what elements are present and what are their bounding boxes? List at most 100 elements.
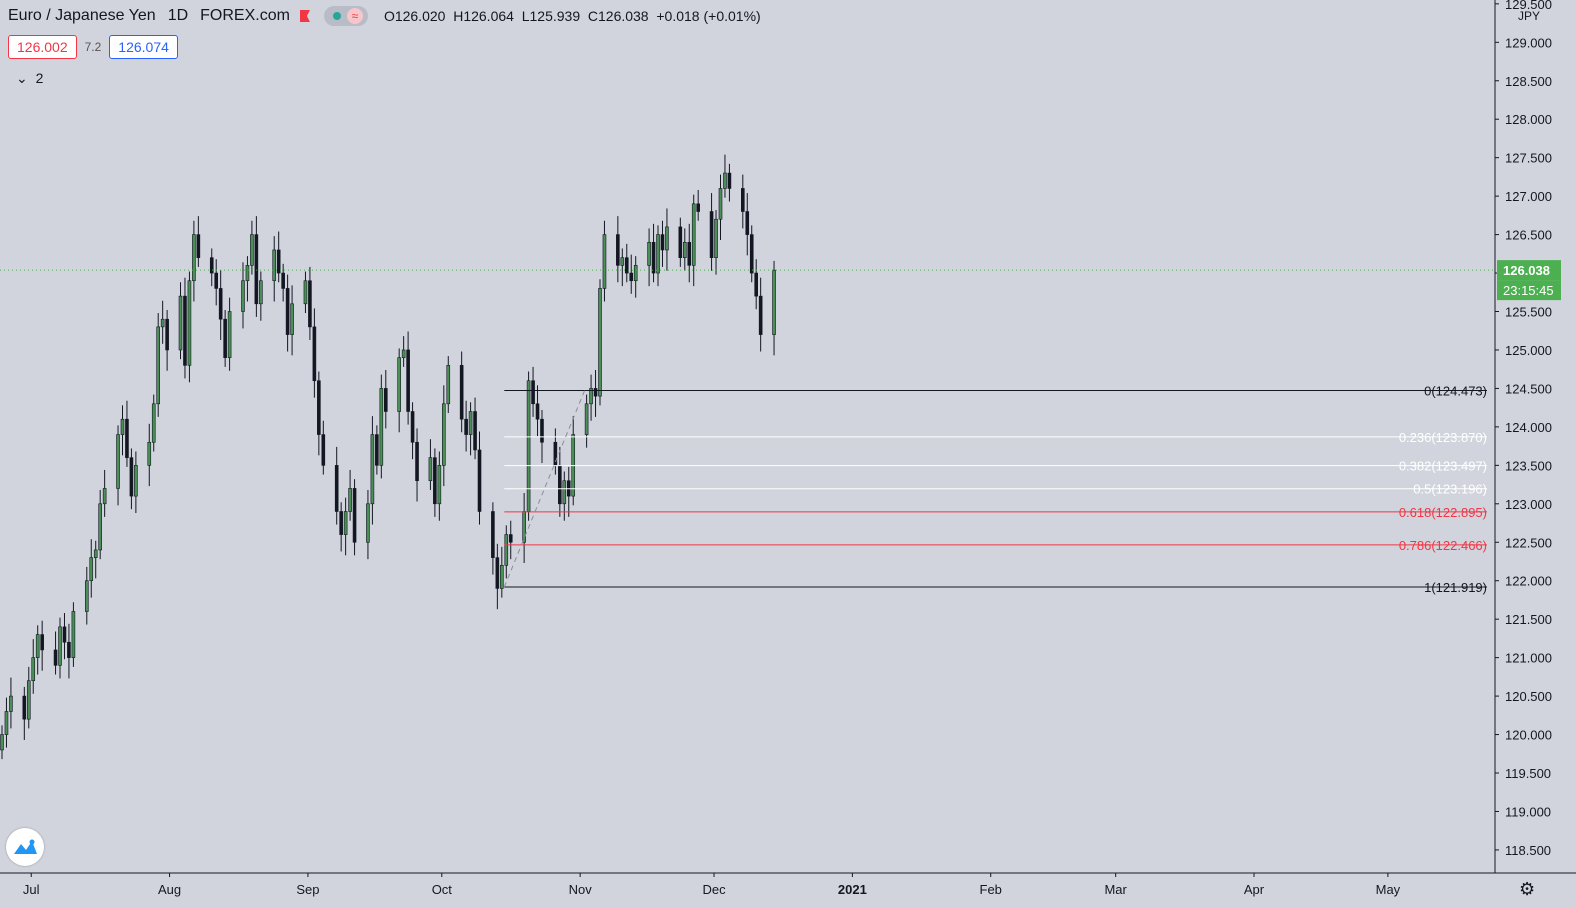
candle-body (227, 311, 232, 358)
y-tick-label: 125.000 (1505, 343, 1552, 358)
candle-body (187, 280, 192, 366)
y-tick-label: 118.500 (1505, 843, 1551, 858)
candle-body (500, 565, 504, 589)
fib-level-label: 0.236(123.870) (1399, 430, 1487, 445)
candle-body (308, 280, 312, 328)
approx-icon: ≈ (346, 8, 363, 24)
candle-body (758, 295, 763, 335)
candle-body (397, 357, 401, 412)
y-tick-label: 124.500 (1505, 381, 1552, 396)
candle-body (468, 411, 473, 435)
candle-body (178, 295, 183, 351)
candle-body (312, 326, 317, 382)
flag-icon[interactable] (299, 10, 310, 22)
y-tick-label: 120.000 (1505, 728, 1552, 743)
candle-body (598, 288, 602, 397)
fib-level-label: 0.618(122.895) (1399, 505, 1487, 520)
buy-button[interactable]: 126.074 (109, 35, 178, 59)
y-tick-label: 119.000 (1505, 804, 1551, 819)
candle-body (629, 272, 634, 282)
y-tick-label: 127.000 (1505, 189, 1552, 204)
candle-body (433, 457, 437, 505)
x-tick-label: Feb (980, 882, 1002, 897)
candle-body (67, 641, 71, 658)
last-price-badge (1497, 260, 1561, 281)
candle-body (589, 388, 593, 405)
candle-body (531, 380, 535, 405)
y-tick-label: 123.000 (1505, 497, 1552, 512)
candles (0, 154, 776, 760)
x-tick-label: Sep (296, 882, 319, 897)
ohlc-values: O126.020 H126.064 L125.939 C126.038 +0.0… (383, 8, 761, 24)
candle-body (160, 318, 165, 328)
y-tick-label: 121.000 (1505, 651, 1552, 666)
countdown-label: 23:15:45 (1503, 283, 1554, 298)
indicator-count: 2 (35, 70, 44, 86)
y-tick-label: 120.500 (1505, 689, 1552, 704)
x-tick-label: 2021 (838, 882, 867, 897)
candle-body (183, 295, 187, 366)
sell-button[interactable]: 126.002 (8, 35, 77, 59)
time-axis (0, 873, 1576, 908)
candle-body (682, 241, 687, 258)
candle-body (26, 680, 31, 720)
interval-label[interactable]: 1D (167, 7, 189, 24)
candle-body (58, 626, 62, 666)
candle-body (691, 203, 696, 266)
candle-body (147, 441, 152, 466)
candle-body (4, 711, 9, 735)
candle-body (9, 695, 13, 712)
candle-body (647, 241, 651, 266)
chart-header: Euro / Japanese Yen 1D FOREX.com ≈ O126.… (8, 6, 761, 26)
indicator-status-pill[interactable]: ≈ (323, 6, 368, 26)
candle-body (526, 380, 531, 512)
chevron-down-icon: ⌄ (16, 70, 28, 86)
candle-body (241, 280, 245, 312)
candle-body (651, 241, 656, 274)
x-tick-label: Dec (702, 882, 726, 897)
candle-body (339, 511, 343, 535)
candle-body (504, 534, 509, 566)
x-tick-label: Mar (1104, 882, 1127, 897)
candle-body (624, 257, 629, 274)
candle-body (62, 626, 67, 643)
y-tick-label: 122.500 (1505, 535, 1552, 550)
candle-body (35, 634, 40, 658)
candle-body (535, 403, 540, 420)
fib-level-label: 0(124.473) (1424, 384, 1487, 399)
y-tick-label: 123.500 (1505, 458, 1552, 473)
candle-body (223, 318, 227, 358)
logo-icon (14, 839, 37, 854)
candle-body (508, 534, 513, 543)
candle-body (272, 249, 277, 282)
indicators-toggle[interactable]: ⌄ 2 (16, 70, 43, 87)
candle-body (192, 234, 196, 282)
x-tick-label: Aug (158, 882, 181, 897)
candle-body (633, 265, 638, 282)
tradingview-logo[interactable] (6, 828, 44, 866)
symbol-title[interactable]: Euro / Japanese Yen (8, 7, 156, 24)
y-tick-label: 126.500 (1505, 228, 1552, 243)
candle-body (84, 580, 89, 612)
candle-body (317, 380, 321, 435)
candle-body (558, 465, 562, 505)
candle-body (343, 511, 348, 535)
candle-body (415, 441, 419, 482)
y-tick-label: 119.500 (1505, 766, 1551, 781)
currency-label: JPY (1518, 9, 1540, 23)
candle-body (53, 649, 58, 666)
candle-body (321, 434, 326, 466)
candle-body (134, 465, 138, 497)
candle-body (446, 365, 451, 405)
fib-level-label: 0.5(123.196) (1413, 482, 1487, 497)
candle-body (477, 449, 482, 512)
candle-body (218, 288, 223, 320)
candle-body (93, 549, 98, 558)
gear-icon[interactable]: ⚙ (1519, 879, 1536, 899)
candle-body (209, 257, 214, 274)
candle-body (620, 257, 625, 266)
candle-body (129, 457, 134, 497)
candle-body (723, 172, 727, 189)
spread-value: 7.2 (84, 40, 102, 54)
